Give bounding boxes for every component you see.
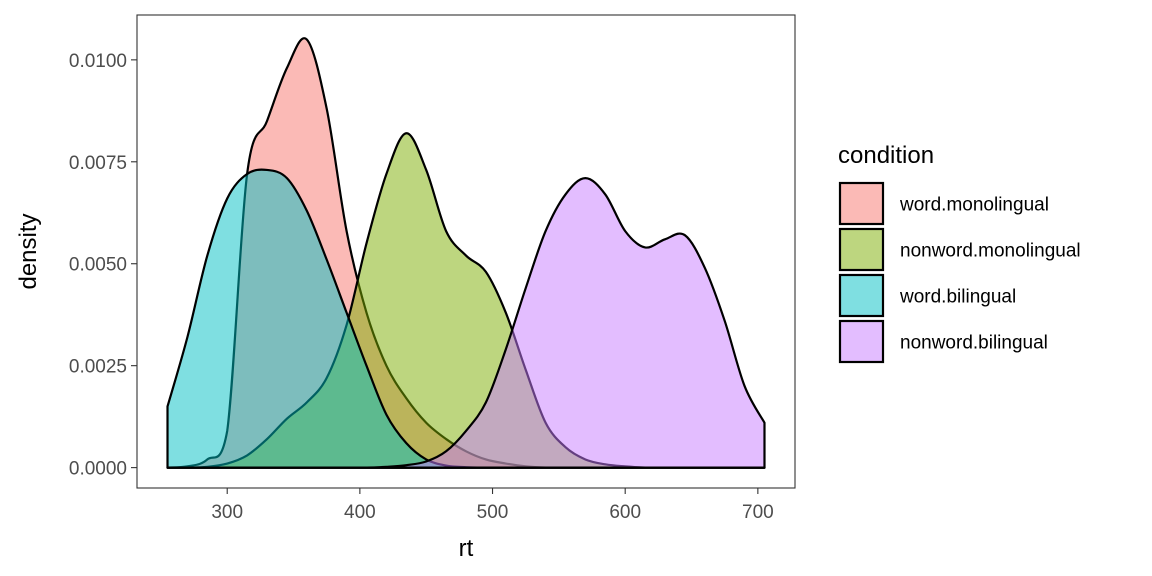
x-axis-title: rt xyxy=(459,535,474,562)
legend-label-nonword-bilingual: nonword.bilingual xyxy=(900,333,1048,354)
legend-key-nonword-monolingual xyxy=(838,227,885,272)
legend: condition word.monolingual nonword.monoli… xyxy=(838,142,1081,364)
x-tick-label: 300 xyxy=(211,502,243,523)
legend-key-word-monolingual xyxy=(838,181,885,226)
x-tick-label: 700 xyxy=(742,502,774,523)
legend-title: condition xyxy=(838,142,934,169)
y-axis-title: density xyxy=(15,213,42,289)
y-tick-label: 0.0075 xyxy=(69,153,127,174)
x-axis: 300 400 500 600 700 xyxy=(211,488,774,523)
panel-border xyxy=(136,14,796,489)
density-area-nonword-bilingual xyxy=(166,177,766,469)
y-tick-label: 0.0050 xyxy=(69,255,127,276)
y-tick-label: 0.0025 xyxy=(69,357,127,378)
x-tick-label: 400 xyxy=(344,502,376,523)
series-layer xyxy=(166,37,766,469)
y-tick-label: 0.0000 xyxy=(69,459,127,480)
y-tick-label: 0.0100 xyxy=(69,51,127,72)
legend-label-nonword-monolingual: nonword.monolingual xyxy=(900,241,1081,262)
legend-key-word-bilingual xyxy=(838,273,885,318)
y-axis: 0.0000 0.0025 0.0050 0.0075 0.0100 xyxy=(69,51,137,480)
x-tick-label: 600 xyxy=(609,502,641,523)
x-tick-label: 500 xyxy=(477,502,509,523)
legend-key-nonword-bilingual xyxy=(838,319,885,364)
legend-label-word-bilingual: word.bilingual xyxy=(899,287,1016,308)
legend-label-word-monolingual: word.monolingual xyxy=(899,195,1049,216)
